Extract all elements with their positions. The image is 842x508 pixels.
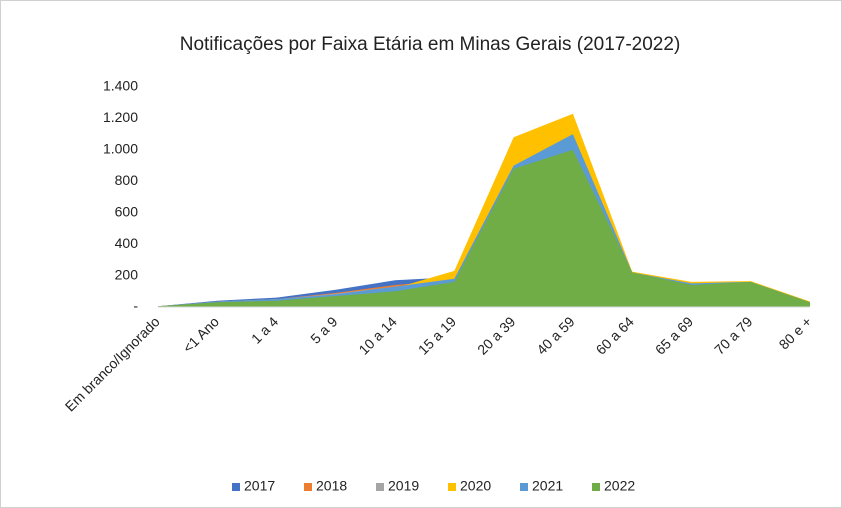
legend-label: 2021 [532,478,563,494]
legend-label: 2019 [388,478,419,494]
legend-label: 2018 [316,478,347,494]
legend-label: 2022 [604,478,635,494]
area [158,113,810,307]
y-tick-label: 600 [115,203,139,219]
y-tick-label: - [133,298,138,314]
y-tick-label: 1.400 [103,78,138,94]
legend-label: 2017 [244,478,275,494]
legend-label: 2020 [460,478,491,494]
y-tick-label: 1.000 [103,141,138,157]
y-tick-label: 200 [115,266,139,282]
y-tick-label: 1.200 [103,109,138,125]
legend-swatch [592,483,600,491]
area [158,149,810,307]
legend-swatch [448,483,456,491]
chart-title: Notificações por Faixa Etária em Minas G… [180,34,681,55]
legend-swatch [520,483,528,491]
legend-swatch [304,483,312,491]
y-tick-label: 800 [115,172,139,188]
legend-swatch [376,483,384,491]
y-tick-label: 400 [115,235,139,251]
legend-swatch [232,483,240,491]
